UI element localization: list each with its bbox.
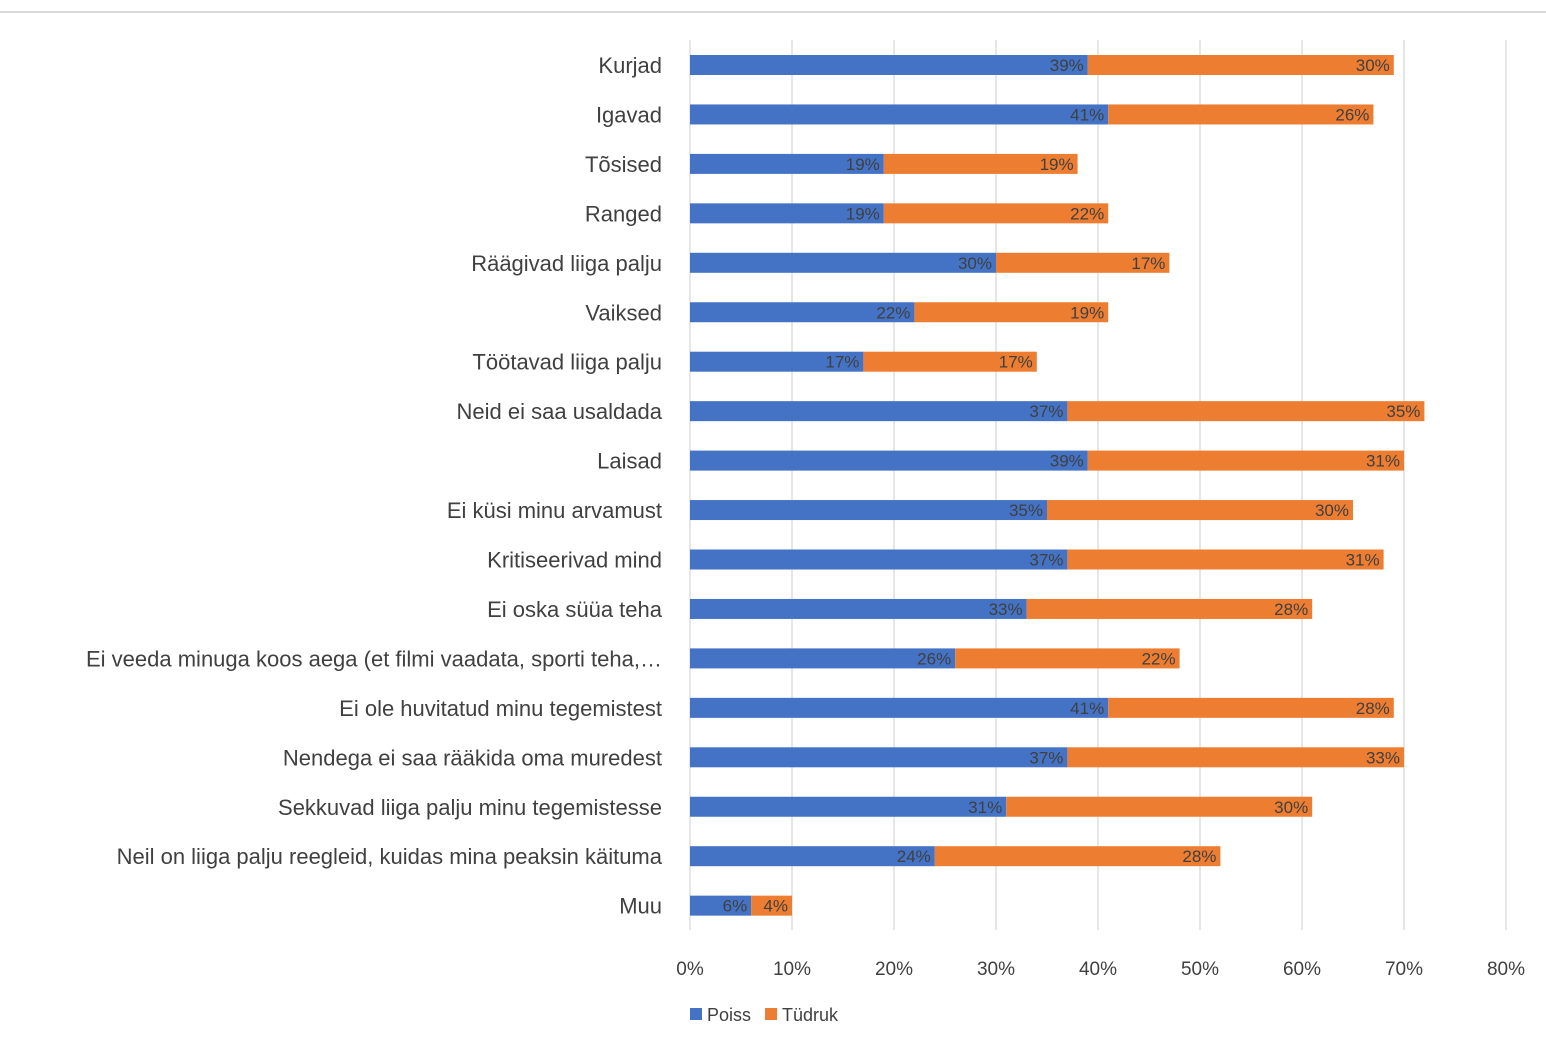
bars bbox=[690, 55, 1424, 916]
data-label: 28% bbox=[1274, 600, 1308, 619]
data-label: 24% bbox=[897, 847, 931, 866]
data-label: 31% bbox=[1366, 452, 1400, 471]
legend-label-poiss: Poiss bbox=[707, 1005, 751, 1025]
data-label: 41% bbox=[1070, 105, 1104, 124]
category-label: Laisad bbox=[597, 449, 662, 474]
bar-tüdruk bbox=[935, 846, 1221, 866]
bar-poiss bbox=[690, 55, 1088, 75]
x-tick-label: 40% bbox=[1079, 959, 1117, 980]
bar-poiss bbox=[690, 104, 1108, 124]
data-label: 39% bbox=[1050, 452, 1084, 471]
data-label: 17% bbox=[1131, 254, 1165, 273]
bar-poiss bbox=[690, 599, 1027, 619]
category-label: Kritiseerivad mind bbox=[487, 548, 662, 573]
data-labels: 39% 30% 41% 26% 19% 19% 19% 22% 30% 17% 22% 19% 17% 1… bbox=[723, 56, 1421, 916]
category-labels: Kurjad Igavad Tõsised Ranged Räägivad liiga … bbox=[86, 53, 663, 919]
data-label: 22% bbox=[876, 303, 910, 322]
bar-tüdruk bbox=[1047, 500, 1353, 520]
category-label: Sekkuvad liiga palju minu tegemistesse bbox=[278, 795, 662, 820]
x-tick-labels: 0% 10% 20% 30% 40% 50% 60% 70% 80% bbox=[676, 959, 1525, 980]
x-tick-label: 50% bbox=[1181, 959, 1219, 980]
data-label: 37% bbox=[1029, 551, 1063, 570]
bar-poiss bbox=[690, 401, 1067, 421]
x-tick-label: 0% bbox=[676, 959, 704, 980]
data-label: 30% bbox=[1315, 501, 1349, 520]
data-label: 30% bbox=[1356, 56, 1390, 75]
bar-tüdruk bbox=[1088, 451, 1404, 471]
bar-tüdruk bbox=[1067, 550, 1383, 570]
bar-poiss bbox=[690, 550, 1067, 570]
legend-swatch-poiss bbox=[690, 1008, 702, 1020]
category-label: Ei oska süüa teha bbox=[487, 597, 663, 622]
data-label: 37% bbox=[1029, 402, 1063, 421]
category-label: Töötavad liiga palju bbox=[472, 350, 662, 375]
data-label: 4% bbox=[763, 897, 788, 916]
data-label: 33% bbox=[1366, 748, 1400, 767]
legend: Poiss Tüdruk bbox=[690, 1005, 839, 1025]
bar-tüdruk bbox=[1067, 747, 1404, 767]
category-label: Ei küsi minu arvamust bbox=[447, 498, 662, 523]
data-label: 28% bbox=[1356, 699, 1390, 718]
data-label: 33% bbox=[989, 600, 1023, 619]
data-label: 31% bbox=[1346, 551, 1380, 570]
data-label: 37% bbox=[1029, 748, 1063, 767]
data-label: 41% bbox=[1070, 699, 1104, 718]
data-label: 17% bbox=[999, 353, 1033, 372]
category-label: Igavad bbox=[596, 102, 662, 127]
data-label: 26% bbox=[1335, 105, 1369, 124]
data-label: 6% bbox=[723, 897, 748, 916]
bar-tüdruk bbox=[1067, 401, 1424, 421]
data-label: 19% bbox=[846, 204, 880, 223]
data-label: 30% bbox=[958, 254, 992, 273]
data-label: 26% bbox=[917, 649, 951, 668]
data-label: 28% bbox=[1182, 847, 1216, 866]
category-label: Ei veeda minuga koos aega (et filmi vaad… bbox=[86, 646, 662, 671]
x-tick-label: 20% bbox=[875, 959, 913, 980]
category-label: Neid ei saa usaldada bbox=[457, 399, 663, 424]
data-label: 22% bbox=[1070, 204, 1104, 223]
bar-tüdruk bbox=[1108, 104, 1373, 124]
x-tick-label: 30% bbox=[977, 959, 1015, 980]
category-label: Vaiksed bbox=[585, 300, 662, 325]
category-label: Muu bbox=[619, 894, 662, 919]
bar-tüdruk bbox=[1027, 599, 1313, 619]
data-label: 30% bbox=[1274, 798, 1308, 817]
bar-tüdruk bbox=[1108, 698, 1394, 718]
data-label: 17% bbox=[825, 353, 859, 372]
x-tick-label: 10% bbox=[773, 959, 811, 980]
data-label: 19% bbox=[846, 155, 880, 174]
data-label: 22% bbox=[1142, 649, 1176, 668]
x-tick-label: 70% bbox=[1385, 959, 1423, 980]
x-tick-label: 80% bbox=[1487, 959, 1525, 980]
data-label: 35% bbox=[1009, 501, 1043, 520]
category-label: Nendega ei saa rääkida oma muredest bbox=[283, 745, 662, 770]
bar-poiss bbox=[690, 698, 1108, 718]
bar-poiss bbox=[690, 451, 1088, 471]
category-label: Ei ole huvitatud minu tegemistest bbox=[339, 696, 662, 721]
x-tick-label: 60% bbox=[1283, 959, 1321, 980]
data-label: 39% bbox=[1050, 56, 1084, 75]
data-label: 31% bbox=[968, 798, 1002, 817]
category-label: Räägivad liiga palju bbox=[471, 251, 662, 276]
data-label: 19% bbox=[1070, 303, 1104, 322]
data-label: 35% bbox=[1386, 402, 1420, 421]
category-label: Kurjad bbox=[598, 53, 662, 78]
bar-poiss bbox=[690, 500, 1047, 520]
bar-tüdruk bbox=[1088, 55, 1394, 75]
category-label: Neil on liiga palju reegleid, kuidas min… bbox=[117, 844, 663, 869]
bar-poiss bbox=[690, 648, 955, 668]
bar-tüdruk bbox=[1006, 797, 1312, 817]
bar-poiss bbox=[690, 747, 1067, 767]
legend-swatch-tüdruk bbox=[765, 1008, 777, 1020]
bar-poiss bbox=[690, 797, 1006, 817]
bar-poiss bbox=[690, 253, 996, 273]
category-label: Tõsised bbox=[585, 152, 662, 177]
legend-label-tüdruk: Tüdruk bbox=[782, 1005, 839, 1025]
data-label: 19% bbox=[1040, 155, 1074, 174]
category-label: Ranged bbox=[585, 201, 662, 226]
